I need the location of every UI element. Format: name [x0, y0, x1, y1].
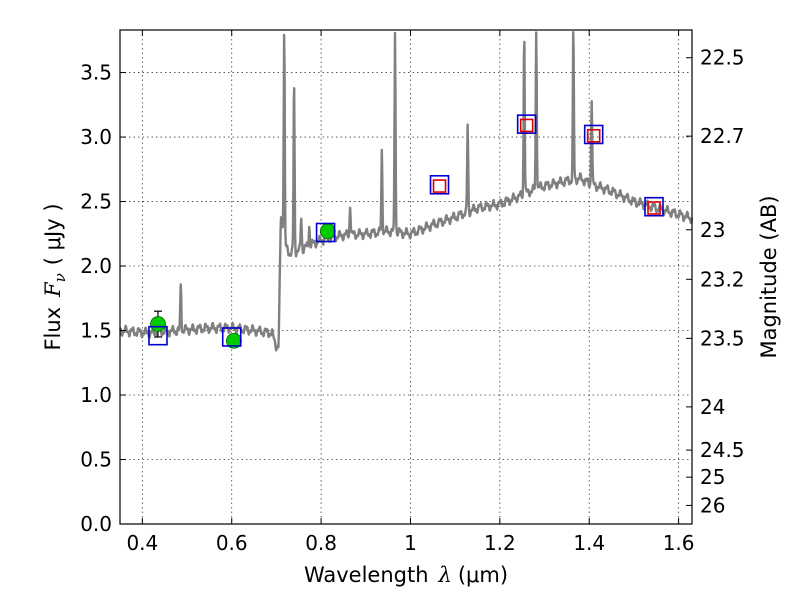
blue-square-marker	[583, 124, 604, 145]
red-square-marker	[432, 179, 447, 193]
red-square-marker	[519, 118, 534, 133]
x-axis-unit: (μm)	[458, 563, 508, 587]
y-axis-title: Flux Fν ( μJy )	[41, 203, 69, 350]
blue-square-marker	[644, 196, 664, 217]
x-tick-label: 1.2	[484, 531, 516, 555]
x-tick-label: 1.6	[663, 531, 695, 555]
y2-tick-label: 25	[700, 465, 725, 489]
y2-tick-label: 23.2	[700, 267, 745, 291]
secondary-y-axis-title: Magnitude (AB)	[757, 195, 781, 358]
y-tick-label: 1.0	[80, 383, 112, 407]
y-axis-unit: ( μJy )	[41, 203, 65, 265]
model-spectrum-line	[118, 31, 694, 352]
green-circle-marker	[319, 223, 336, 240]
marker-layer	[148, 114, 664, 349]
y2-tick-label: 23	[700, 218, 725, 242]
blue-square-marker	[315, 222, 336, 243]
y-tick-label: 3.5	[80, 61, 112, 85]
y2-tick-label: 24.5	[700, 438, 745, 462]
x-tick-label: 1.4	[573, 531, 605, 555]
red-square-marker	[586, 128, 601, 143]
y-tick-label: 2.0	[80, 254, 112, 278]
green-circle-marker	[150, 316, 166, 332]
y2-tick-label: 22.7	[700, 124, 745, 148]
y-tick-label: 0.5	[80, 448, 112, 472]
blue-square-marker	[221, 327, 242, 347]
x-tick-label: 0.8	[305, 531, 337, 555]
x-axis-label: Wavelength	[304, 563, 429, 587]
y-tick-label: 3.0	[80, 125, 112, 149]
y-axis-symbol: F	[41, 281, 65, 298]
x-tick-label: 1	[404, 531, 417, 555]
y-axis-subscript: ν	[51, 273, 69, 282]
red-square-marker	[647, 201, 661, 215]
y-axis-label: Flux	[41, 307, 65, 351]
y2-tick-label: 23.5	[700, 326, 745, 350]
blue-square-marker	[429, 174, 450, 195]
blue-square-marker	[516, 114, 537, 134]
x-axis-symbol: λ	[438, 563, 452, 587]
y2-tick-label: 22.5	[700, 46, 745, 70]
blue-square-marker	[148, 325, 168, 346]
y-tick-label: 1.5	[80, 319, 112, 343]
plot-frame	[119, 29, 693, 525]
x-tick-label: 0.6	[216, 531, 248, 555]
y-tick-label: 0.0	[80, 512, 112, 536]
y-tick-label: 2.5	[80, 190, 112, 214]
x-tick-label: 0.4	[126, 531, 158, 555]
spectrum-layer	[118, 31, 694, 352]
grid-layer	[120, 30, 692, 525]
x-axis-title: Wavelength λ (μm)	[304, 563, 508, 587]
y2-tick-label: 24	[700, 395, 725, 419]
tick-layer: 0.4 0.6 0.8 1 1.2 1.4 1.6 0.0 0.5 1.0 1.5 2.0 2.5 3.0…	[80, 30, 745, 555]
y2-tick-label: 26	[700, 493, 725, 517]
